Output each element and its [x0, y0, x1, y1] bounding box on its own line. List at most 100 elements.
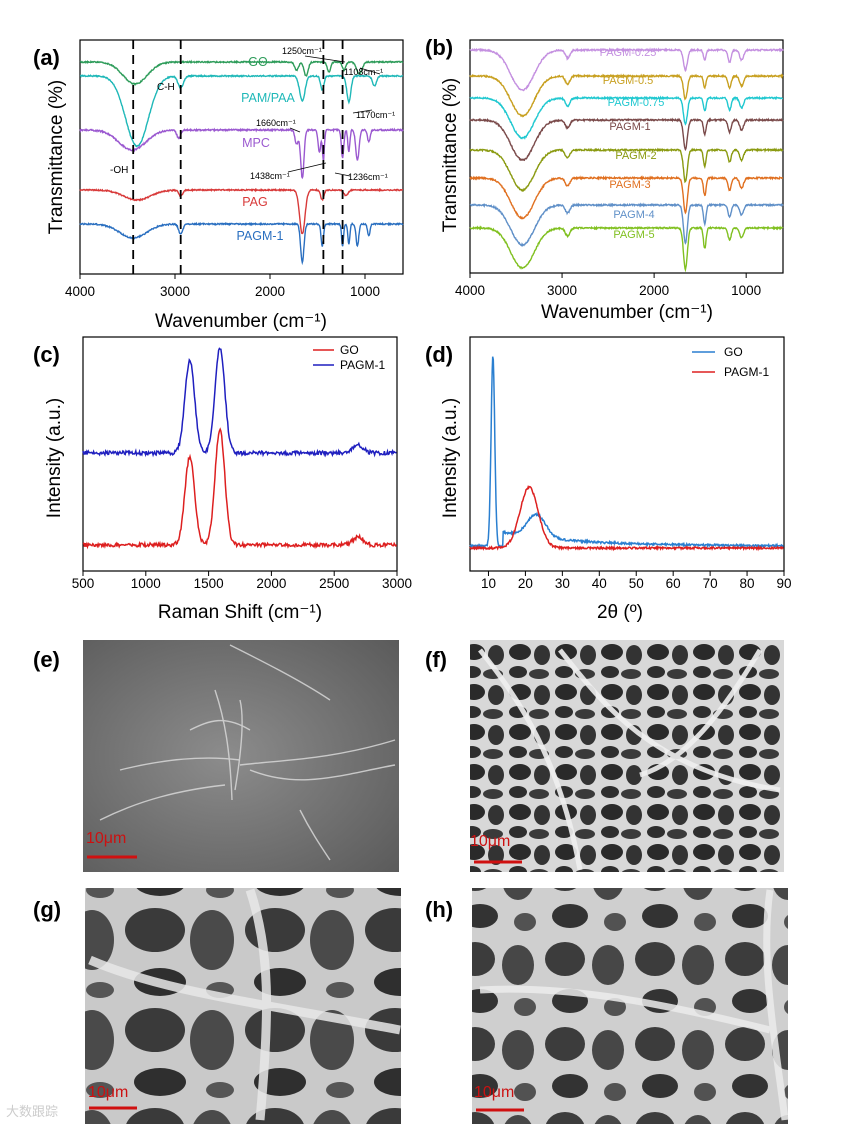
x-tick-label: 40 [592, 576, 607, 591]
xrd-curve-pagm-1 [469, 484, 784, 552]
ir-curve-go [79, 59, 404, 87]
series-label-mpc: MPC [242, 136, 270, 150]
panel-d-label: (d) [425, 342, 453, 367]
sem-f-background [470, 640, 784, 872]
x-tick-label: 1000 [350, 284, 380, 299]
panel-c-curves [82, 347, 398, 550]
ir-curve-pagm-2 [469, 147, 784, 192]
x-tick-label: 10 [481, 576, 496, 591]
series-label-pagm-025: PAGM-0.25 [600, 47, 657, 59]
panel-b-curves [469, 47, 784, 273]
ir-curve-pag [79, 187, 403, 235]
x-tick-label: 1500 [194, 576, 224, 591]
sem-image-h: (h) 10μm [425, 888, 789, 1124]
sem-e-flakes [99, 644, 396, 861]
panel-a: (a) 4000 3000 2000 1000 Wavenumber (cm⁻¹) T… [33, 39, 404, 332]
panel-c-ylabel: Intensity (a.u.) [44, 398, 65, 518]
series-label-pagm-1: PAGM-1 [237, 229, 284, 243]
x-tick-label: 2000 [256, 576, 286, 591]
sem-h-background [472, 888, 788, 1124]
xrd-curve-go [469, 356, 784, 550]
x-tick-label: 2000 [255, 284, 285, 299]
series-label-pagm-5: PAGM-5 [613, 229, 654, 241]
panel-d-ylabel: Intensity (a.u.) [440, 398, 461, 518]
x-tick-label: 80 [740, 576, 755, 591]
ir-curve-pam-paa [79, 73, 404, 148]
panel-b-xlabel: Wavenumber (cm⁻¹) [541, 302, 713, 323]
annotation-1170: 1170cm⁻¹ [356, 110, 395, 120]
ir-curve-pagm-3 [469, 175, 784, 220]
x-tick-label: 1000 [131, 576, 161, 591]
panel-c-x-ticks: 500 1000 1500 2000 2500 3000 [72, 571, 412, 591]
ir-curve-pagm-4 [469, 202, 784, 247]
panel-d-xlabel: 2θ (º) [597, 602, 643, 623]
x-tick-label: 70 [703, 576, 718, 591]
panel-d-x-ticks: 10 20 30 40 50 60 70 80 90 [481, 571, 792, 591]
panel-a-x-ticks: 4000 3000 2000 1000 [65, 274, 380, 299]
annotation-oh: -OH [110, 165, 128, 176]
sem-g-struts [88, 888, 401, 1121]
annotation-ch: C-H [157, 82, 175, 93]
scale-label-e: 10μm [86, 830, 126, 847]
panel-a-ylabel: Transmittance (%) [46, 80, 67, 235]
panel-b-x-ticks: 4000 3000 2000 1000 [455, 273, 761, 298]
sem-image-e: (e) 10μm [33, 640, 399, 872]
panel-c-xlabel: Raman Shift (cm⁻¹) [158, 602, 322, 623]
series-label-pagm-1: PAGM-1 [609, 121, 650, 133]
x-tick-label: 30 [555, 576, 570, 591]
ir-curve-pagm-0-25 [469, 47, 784, 92]
scale-label-f: 10μm [470, 833, 510, 850]
x-tick-label: 3000 [547, 283, 577, 298]
annotation-1438: 1438cm⁻¹ [250, 171, 290, 181]
series-label-pagm-4: PAGM-4 [613, 209, 654, 221]
x-tick-label: 4000 [65, 284, 95, 299]
sem-image-f: (f) 10μm [425, 640, 784, 872]
series-label-pagm-05: PAGM-0.5 [603, 75, 654, 87]
x-tick-label: 2000 [639, 283, 669, 298]
x-tick-label: 500 [72, 576, 95, 591]
x-tick-label: 20 [518, 576, 533, 591]
legend-label-go: GO [340, 343, 359, 357]
sem-f-struts [478, 648, 781, 871]
panel-a-reference-lines [132, 40, 344, 274]
panel-c: (c) 500 1000 1500 2000 2500 3000 Raman Shift … [33, 336, 412, 623]
x-tick-label: 1000 [731, 283, 761, 298]
scale-label-h: 10μm [474, 1084, 514, 1101]
panel-d-curves [469, 356, 784, 552]
panel-a-label: (a) [33, 45, 60, 70]
panel-b-ylabel: Transmittance (%) [440, 78, 461, 233]
series-label-pagm-3: PAGM-3 [609, 179, 650, 191]
panel-e-label: (e) [33, 647, 60, 672]
annotation-1660: 1660cm⁻¹ [256, 118, 296, 128]
series-label-go: GO [248, 55, 268, 69]
raman-curve-go [82, 427, 398, 550]
watermark-text: 大数跟踪 [6, 1104, 58, 1119]
x-tick-label: 3000 [382, 576, 412, 591]
sem-e-background [83, 640, 399, 872]
panel-c-label: (c) [33, 342, 60, 367]
annotation-arrows [287, 55, 381, 177]
panel-h-label: (h) [425, 897, 453, 922]
panel-b-label: (b) [425, 35, 453, 60]
x-tick-label: 2500 [319, 576, 349, 591]
ir-curve-pagm-1 [469, 117, 784, 162]
panel-g-label: (g) [33, 897, 61, 922]
series-label-pam-paa: PAM/PAA [241, 91, 295, 105]
legend-label-go-d: GO [724, 345, 743, 359]
ir-curve-pagm-5 [469, 225, 784, 273]
panel-a-xlabel: Wavenumber (cm⁻¹) [155, 311, 327, 332]
scale-label-g: 10μm [88, 1084, 128, 1101]
x-tick-label: 4000 [455, 283, 485, 298]
ir-curve-pagm-0-75 [469, 95, 783, 140]
x-tick-label: 90 [776, 576, 791, 591]
x-tick-label: 3000 [160, 284, 190, 299]
series-label-pagm-2: PAGM-2 [615, 150, 656, 162]
series-label-pag: PAG [242, 195, 267, 209]
panel-b: (b) 4000 3000 2000 1000 Wavenumber (cm⁻¹) T… [425, 35, 784, 323]
panel-d: (d) 10 20 30 40 50 60 70 80 90 2θ (º) Intensity … [425, 336, 792, 623]
panel-a-frame [79, 39, 404, 275]
sem-image-g: (g) 10μm [33, 888, 401, 1124]
annotation-1236: 1236cm⁻¹ [348, 172, 388, 182]
panel-d-frame [469, 336, 785, 572]
